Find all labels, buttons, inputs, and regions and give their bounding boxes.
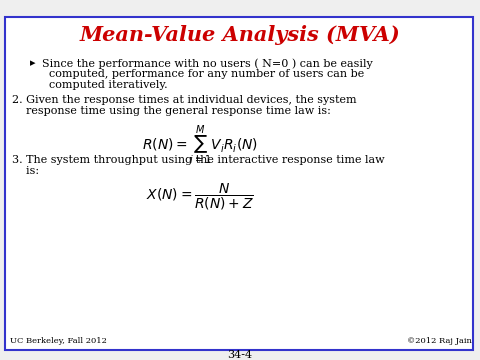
Text: ©2012 Raj Jain: ©2012 Raj Jain [407, 337, 472, 345]
Text: 3. The system throughput using the interactive response time law: 3. The system throughput using the inter… [12, 155, 384, 165]
Text: computed iteratively.: computed iteratively. [42, 80, 168, 90]
Text: UC Berkeley, Fall 2012: UC Berkeley, Fall 2012 [10, 337, 107, 345]
Text: is:: is: [12, 166, 39, 176]
Text: $R(N) = \sum_{i=1}^{M} V_i R_i(N)$: $R(N) = \sum_{i=1}^{M} V_i R_i(N)$ [142, 123, 258, 167]
Text: 2. Given the response times at individual devices, the system: 2. Given the response times at individua… [12, 95, 357, 105]
Text: Since the performance with no users ( N=0 ) can be easily: Since the performance with no users ( N=… [42, 58, 373, 68]
Text: Mean-Value Analysis (MVA): Mean-Value Analysis (MVA) [80, 25, 400, 45]
Text: response time using the general response time law is:: response time using the general response… [12, 106, 331, 116]
Text: 34-4: 34-4 [228, 350, 252, 360]
Text: $X(N) = \dfrac{N}{R(N) + Z}$: $X(N) = \dfrac{N}{R(N) + Z}$ [146, 182, 254, 212]
Text: ▸: ▸ [30, 58, 36, 68]
Text: computed, performance for any number of users can be: computed, performance for any number of … [42, 69, 364, 79]
